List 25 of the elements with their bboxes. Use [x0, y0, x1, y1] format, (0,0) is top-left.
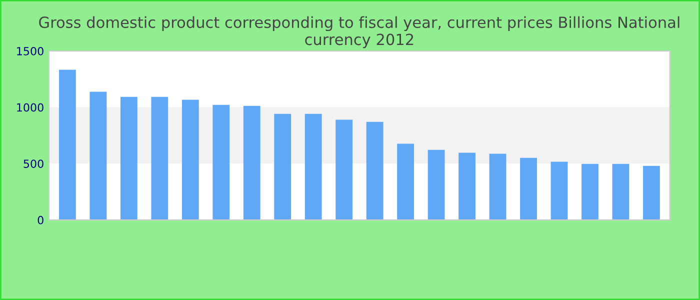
bar — [489, 154, 506, 220]
bar — [643, 166, 660, 220]
chart-title: Gross domestic product corresponding to fiscal year, current prices Billions National currency 2012 — [39, 16, 680, 48]
bar — [397, 144, 414, 220]
bar — [366, 122, 384, 220]
bar — [520, 158, 537, 220]
y-tick-label: 1500 — [17, 46, 44, 56]
bar — [58, 70, 76, 220]
bar — [120, 96, 138, 220]
y-tick-label: 500 — [24, 160, 44, 168]
bar — [458, 152, 476, 220]
bar — [550, 162, 568, 220]
y-tick-label: 1000 — [17, 103, 44, 112]
bar — [243, 106, 260, 220]
bar — [151, 96, 168, 220]
bar — [274, 114, 292, 220]
bar — [428, 150, 445, 220]
bar — [304, 114, 322, 220]
bar — [182, 100, 199, 220]
bar — [336, 120, 353, 220]
bar — [212, 104, 230, 220]
bar — [612, 164, 630, 220]
y-tick-label: 0 — [38, 216, 44, 224]
bar — [582, 164, 598, 220]
bar — [90, 92, 107, 220]
